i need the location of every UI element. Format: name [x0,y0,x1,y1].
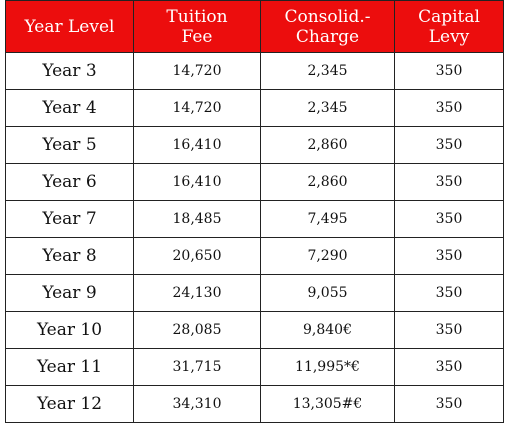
consolidated-charge-cell: 11,995*€ [260,348,395,386]
capital-levy-cell: 350 [394,52,504,90]
fee-table: Year Level Tuition Fee Consolid.- Charge… [5,0,504,423]
tuition-fee-cell: 31,715 [133,348,261,386]
table-header: Year Level Tuition Fee Consolid.- Charge… [5,0,504,53]
tuition-fee-cell: 18,485 [133,200,261,238]
table-row: Year 5 16,410 2,860 350 [5,126,504,164]
year-level-cell: Year 8 [5,237,134,275]
table-row: Year 6 16,410 2,860 350 [5,163,504,201]
tuition-fee-cell: 16,410 [133,126,261,164]
header-tuition-fee: Tuition Fee [133,0,261,53]
table-row: Year 10 28,085 9,840€ 350 [5,311,504,349]
capital-levy-cell: 350 [394,126,504,164]
header-consolidated-charge-line2: Charge [295,26,360,47]
year-level-cell: Year 7 [5,200,134,238]
year-level-cell: Year 6 [5,163,134,201]
capital-levy-cell: 350 [394,89,504,127]
year-level-cell: Year 10 [5,311,134,349]
tuition-fee-cell: 28,085 [133,311,261,349]
header-tuition-fee-line1: Tuition [166,6,228,27]
capital-levy-cell: 350 [394,311,504,349]
table-row: Year 3 14,720 2,345 350 [5,52,504,90]
header-year-level: Year Level [5,0,134,53]
consolidated-charge-cell: 7,290 [260,237,395,275]
tuition-fee-cell: 14,720 [133,89,261,127]
tuition-fee-cell: 14,720 [133,52,261,90]
tuition-fee-cell: 16,410 [133,163,261,201]
table-row: Year 7 18,485 7,495 350 [5,200,504,238]
consolidated-charge-cell: 2,345 [260,52,395,90]
year-level-cell: Year 3 [5,52,134,90]
header-consolidated-charge: Consolid.- Charge [260,0,395,53]
table-row: Year 9 24,130 9,055 350 [5,274,504,312]
header-consolidated-charge-line1: Consolid.- [284,6,371,27]
capital-levy-cell: 350 [394,348,504,386]
header-capital-levy-line2: Levy [428,26,470,47]
capital-levy-cell: 350 [394,237,504,275]
table-body: Year 3 14,720 2,345 350 Year 4 14,720 2,… [5,52,504,423]
table-row: Year 8 20,650 7,290 350 [5,237,504,275]
capital-levy-cell: 350 [394,200,504,238]
table-row: Year 4 14,720 2,345 350 [5,89,504,127]
consolidated-charge-cell: 9,840€ [260,311,395,349]
tuition-fee-cell: 34,310 [133,385,261,423]
consolidated-charge-cell: 13,305#€ [260,385,395,423]
header-tuition-fee-line2: Fee [181,26,213,47]
header-year-level-line1: Year Level [24,16,115,37]
header-capital-levy-line1: Capital [418,6,480,27]
tuition-fee-cell: 24,130 [133,274,261,312]
consolidated-charge-cell: 7,495 [260,200,395,238]
consolidated-charge-cell: 9,055 [260,274,395,312]
year-level-cell: Year 4 [5,89,134,127]
year-level-cell: Year 9 [5,274,134,312]
capital-levy-cell: 350 [394,274,504,312]
header-capital-levy: Capital Levy [394,0,504,53]
header-row: Year Level Tuition Fee Consolid.- Charge… [5,0,504,53]
year-level-cell: Year 12 [5,385,134,423]
consolidated-charge-cell: 2,345 [260,89,395,127]
consolidated-charge-cell: 2,860 [260,126,395,164]
table-row: Year 12 34,310 13,305#€ 350 [5,385,504,423]
capital-levy-cell: 350 [394,385,504,423]
year-level-cell: Year 5 [5,126,134,164]
tuition-fee-cell: 20,650 [133,237,261,275]
table-row: Year 11 31,715 11,995*€ 350 [5,348,504,386]
year-level-cell: Year 11 [5,348,134,386]
capital-levy-cell: 350 [394,163,504,201]
consolidated-charge-cell: 2,860 [260,163,395,201]
